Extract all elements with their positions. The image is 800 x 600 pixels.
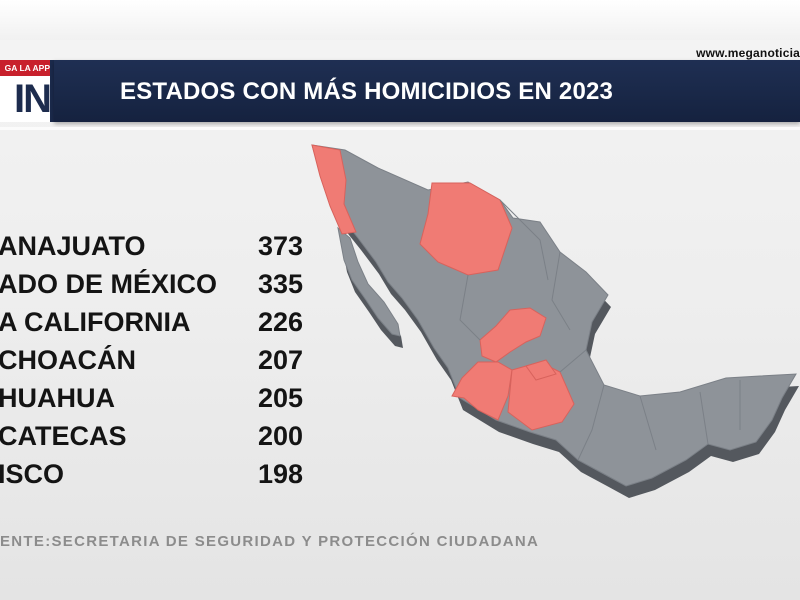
page-title: ESTADOS CON MÁS HOMICIDIOS EN 2023	[120, 78, 614, 105]
state-label: A CALIFORNIA	[0, 307, 190, 337]
state-label: ANAJUATO	[0, 231, 146, 261]
logo-tag: GA LA APP	[0, 60, 53, 76]
state-label: CATECAS	[0, 421, 127, 451]
state-label: ISCO	[0, 459, 64, 489]
state-label: HUAHUA	[0, 383, 115, 413]
mexico-map-icon	[311, 144, 799, 498]
homicide-count: 205	[258, 383, 303, 413]
homicide-count: 226	[258, 307, 303, 337]
homicide-count: 335	[258, 269, 303, 299]
logo-mark: IN	[14, 77, 52, 121]
homicide-count: 198	[258, 459, 303, 489]
homicide-count: 200	[258, 421, 303, 451]
homicide-count: 207	[258, 345, 303, 375]
homicide-count: 373	[258, 231, 303, 261]
divider	[0, 127, 800, 130]
top-strip	[0, 0, 800, 40]
title-bar: ESTADOS CON MÁS HOMICIDIOS EN 2023	[54, 60, 800, 122]
state-label: CHOACÁN	[0, 344, 136, 375]
site-url: www.meganoticia	[696, 46, 800, 60]
logo-accent-bar	[50, 60, 54, 122]
state-label: ADO DE MÉXICO	[0, 268, 217, 299]
channel-logo: GA LA APP IN	[0, 60, 54, 122]
source-caption: ENTE:SECRETARIA DE SEGURIDAD Y PROTECCIÓ…	[0, 533, 540, 550]
